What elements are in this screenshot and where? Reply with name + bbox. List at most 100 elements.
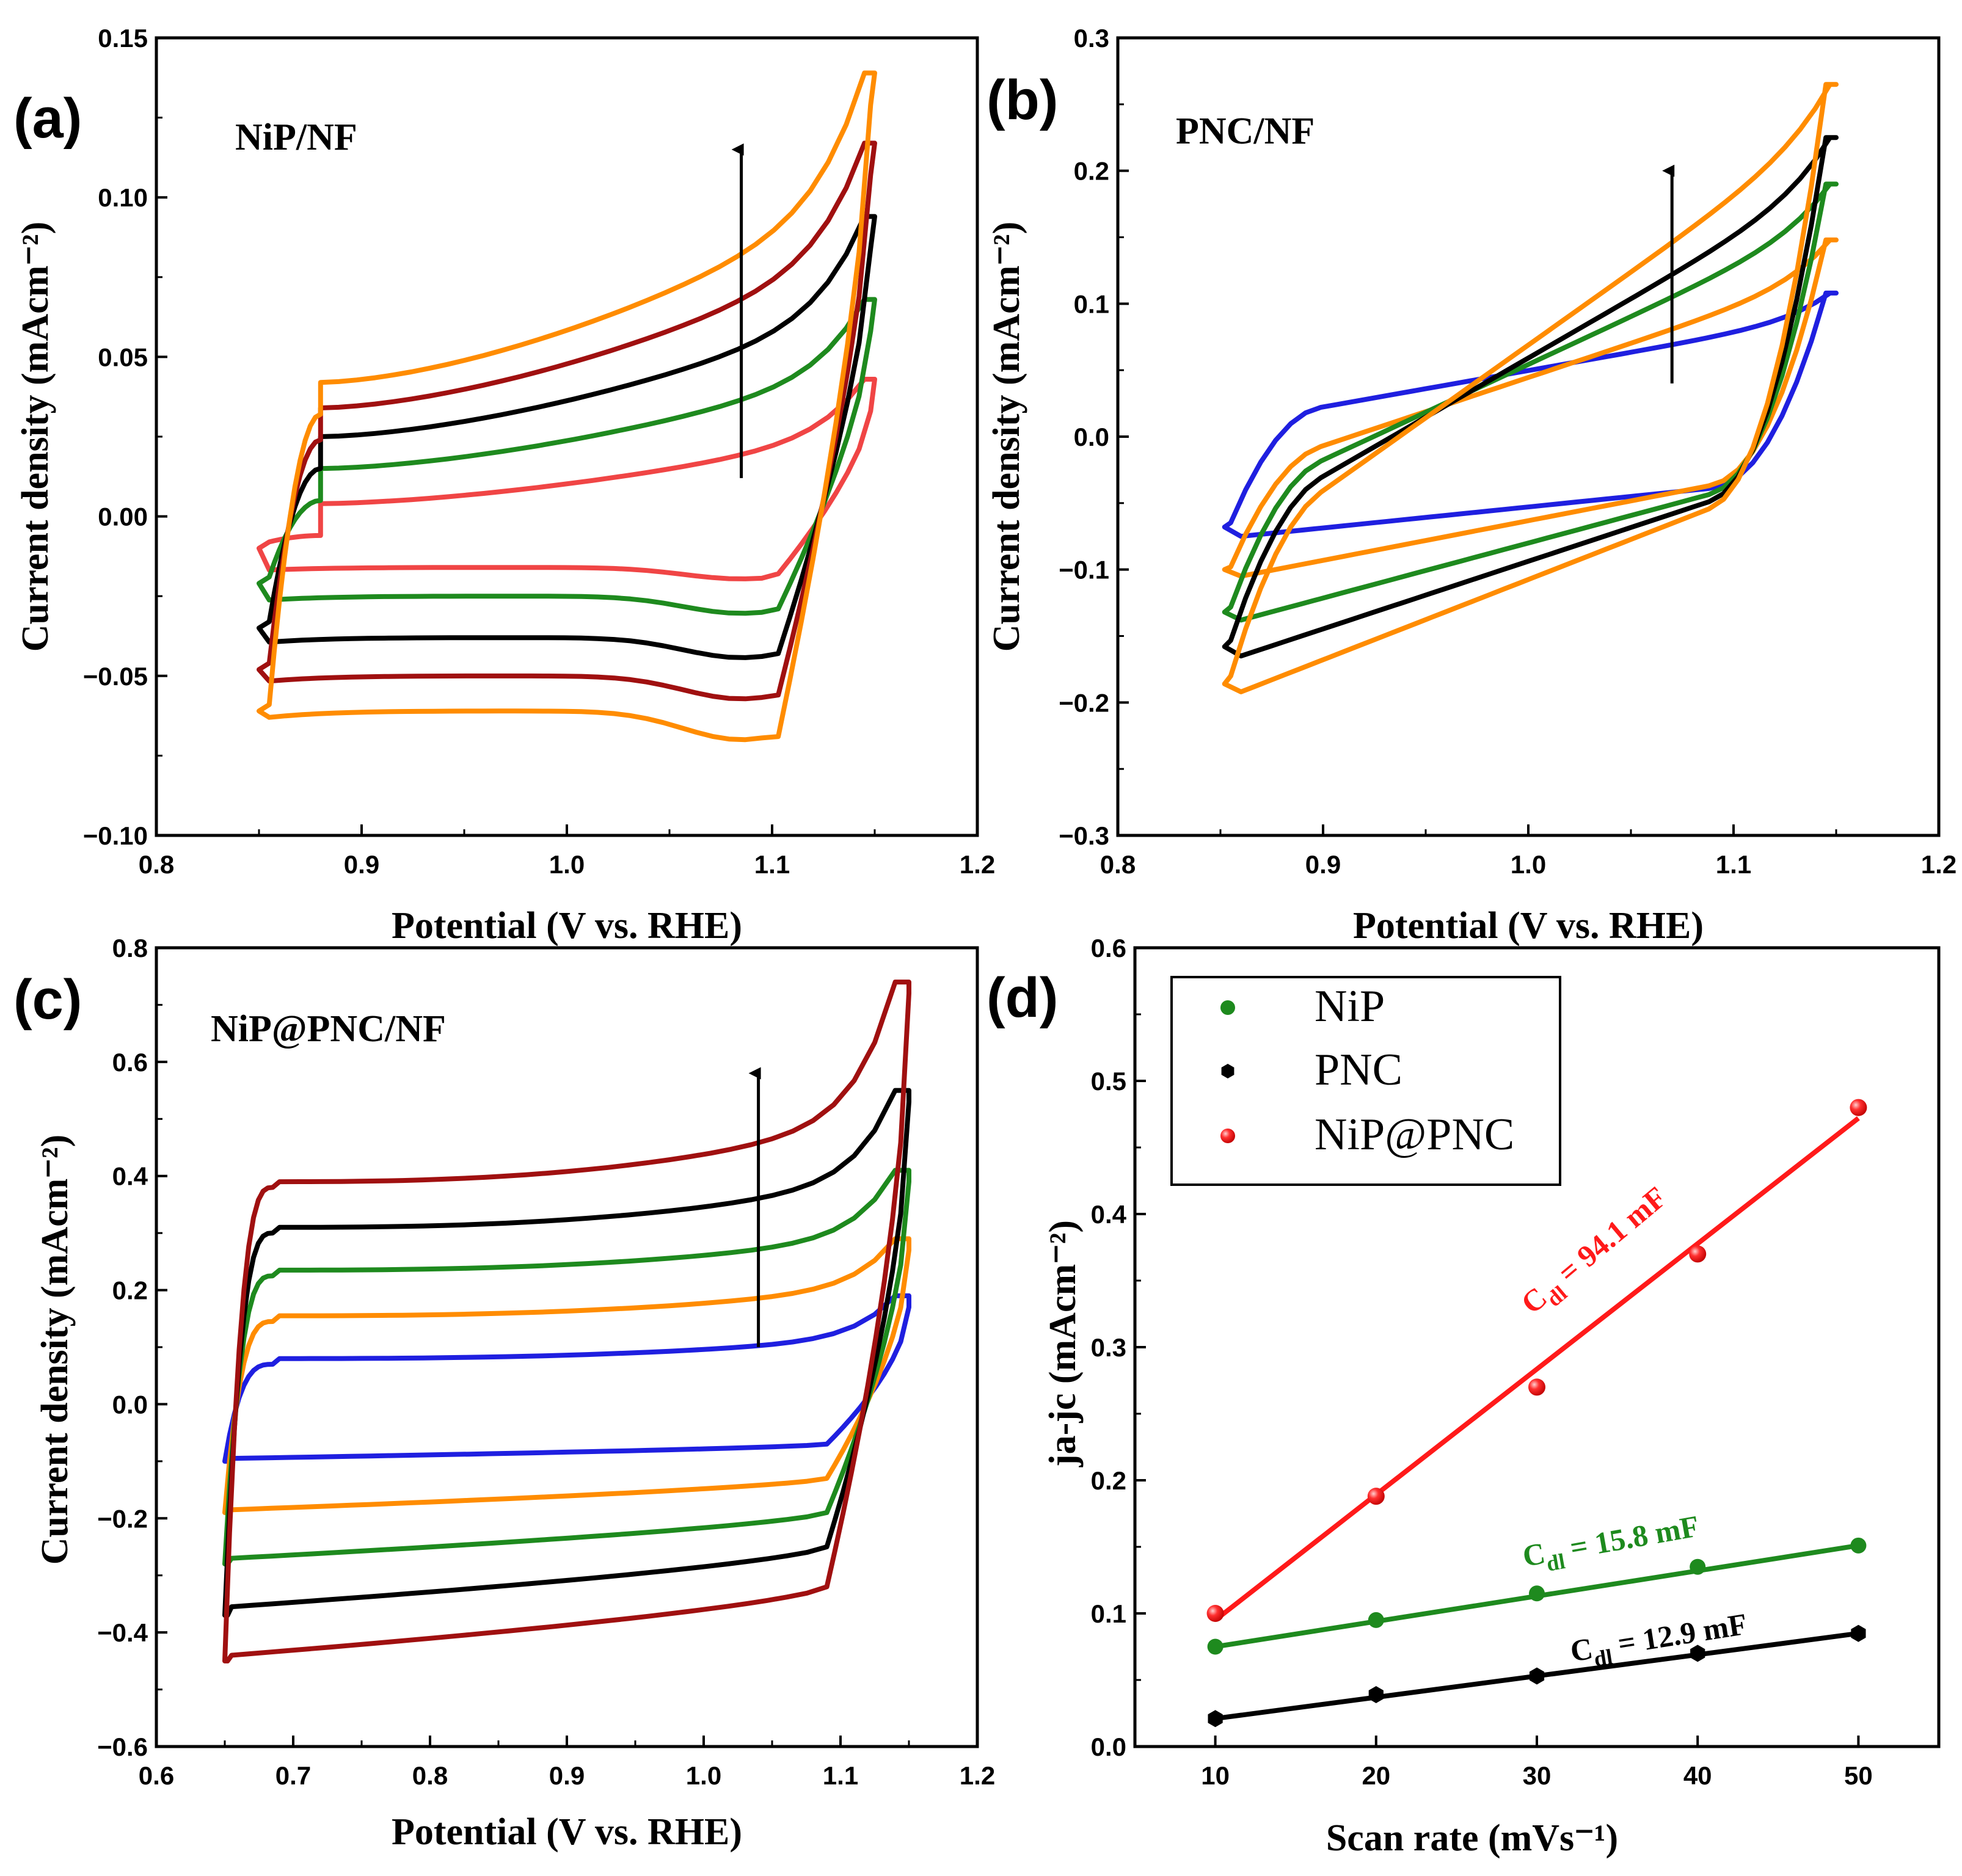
x-tick-label: 0.9: [1305, 850, 1341, 879]
x-tick-label: 1.0: [549, 850, 585, 879]
y-axis-label: ja-jc (mAcm⁻²): [1042, 1220, 1084, 1467]
data-point-nip: [1207, 1638, 1224, 1655]
data-point-nip: [1690, 1558, 1706, 1575]
panel-title: NiP@PNC/NF: [211, 1008, 446, 1050]
panel-title: NiP/NF: [235, 117, 357, 158]
y-axis-label: Current density (mAcm⁻²): [15, 222, 56, 652]
x-axis-label: Potential (V vs. RHE): [392, 1811, 742, 1853]
data-point-pnc: [1851, 1624, 1866, 1642]
legend-marker: [1220, 1000, 1235, 1015]
y-tick-label: 0.10: [98, 183, 148, 212]
data-point-nip: [1850, 1537, 1867, 1554]
x-tick-label: 1.1: [823, 1761, 858, 1790]
cdl-annotations: Cdl = 15.8 mF Cdl = 12.9 mF Cdl = 94.1 mF: [1514, 1180, 1751, 1675]
y-axis-label: Current density (mAcm⁻²): [34, 1135, 76, 1565]
y-tick-label: −0.2: [1059, 688, 1109, 717]
y-tick-label: 0.8: [112, 934, 148, 962]
x-tick-label: 0.9: [549, 1761, 585, 1790]
cv-curve-50-mV-s: [222, 980, 911, 1663]
x-axis-label: Potential (V vs. RHE): [392, 905, 742, 947]
panel-label: (a): [13, 87, 82, 150]
panel-label: (d): [986, 967, 1058, 1029]
x-tick-label: 0.6: [139, 1761, 174, 1790]
y-tick-label: 0.1: [1091, 1599, 1126, 1628]
legend-label: PNC: [1315, 1045, 1402, 1095]
legend-marker: [1220, 1129, 1235, 1143]
x-axis-label: Scan rate (mVs⁻¹): [1326, 1817, 1618, 1859]
y-tick-label: 0.2: [112, 1276, 148, 1305]
cdl-annotation-nip-at-pnc: Cdl = 94.1 mF: [1514, 1180, 1677, 1326]
cv-curve-30-mV-s: [1222, 181, 1839, 623]
cv-curve-30-mV-s: [257, 214, 877, 660]
cv-curve-40-mV-s: [222, 1088, 911, 1618]
cv-curve-10-mV-s: [257, 377, 877, 581]
y-tick-label: 0.0: [1074, 423, 1109, 451]
axis-ticks: 10 20 30 40 50 0.0 0.1 0.2 0.3 0.4 0.5 0.6: [1091, 934, 1873, 1790]
x-tick-label: 0.8: [139, 850, 174, 879]
legend: NiP PNC NiP@PNC: [1170, 976, 1561, 1186]
x-tick-label: 1.2: [960, 850, 995, 879]
cv-curve-10-mV-s: [1222, 290, 1839, 539]
legend-box: [1170, 976, 1561, 1186]
data-point-pnc: [1208, 1710, 1223, 1728]
data-point-nip: [1368, 1612, 1384, 1628]
axis-ticks: 0.6 0.7 0.8 0.9 1.0 1.1 1.2 −0.6 −0.4 −0.2 0.0 0.2 0…: [97, 934, 995, 1790]
y-tick-label: 0.0: [112, 1390, 148, 1419]
y-tick-label: 0.1: [1074, 289, 1109, 318]
axis-ticks: 0.8 0.9 1.0 1.1 1.2 −0.10 −0.05 0.00 0.05 0.10 0.1…: [83, 24, 995, 879]
x-tick-label: 0.8: [1100, 850, 1136, 879]
cv-curve-20-mV-s: [222, 1236, 911, 1515]
x-tick-label: 1.1: [1716, 850, 1751, 879]
y-tick-label: 0.3: [1091, 1333, 1126, 1362]
y-tick-label: 0.5: [1091, 1067, 1126, 1096]
panel-b: 0.8 0.9 1.0 1.1 1.2−0.3−0.2−0.10.00.10.20.3 …: [986, 24, 1957, 947]
y-tick-label: 0.6: [112, 1048, 148, 1077]
x-tick-label: 1.2: [1921, 850, 1957, 879]
cdl-annotation-pnc: Cdl = 12.9 mF: [1568, 1607, 1751, 1675]
panel-c: 0.6 0.7 0.8 0.9 1.0 1.1 1.2 −0.6 −0.4 −0.2 0.0 0.2 0…: [13, 934, 995, 1853]
data-point-pnc: [1690, 1645, 1705, 1662]
cv-curves: [1222, 82, 1839, 694]
x-tick-label: 1.0: [1511, 850, 1546, 879]
panel-d: 10 20 30 40 50 0.0 0.1 0.2 0.3 0.4 0.5 0.6 (d) Scan…: [986, 934, 1941, 1859]
x-tick-label: 0.9: [344, 850, 379, 879]
data-point-nip-at-pnc: [1206, 1605, 1224, 1622]
cv-curve-40-mV-s: [257, 140, 877, 702]
data-point-nip-at-pnc: [1850, 1099, 1867, 1116]
x-tick-label: 40: [1683, 1761, 1712, 1790]
x-tick-label: 0.7: [275, 1761, 311, 1790]
x-axis-label: Potential (V vs. RHE): [1353, 905, 1704, 947]
y-tick-label: −0.05: [83, 662, 148, 691]
axis-ticks: 0.8 0.9 1.0 1.1 1.2 −0.3 −0.2 −0.1 0.0 0.1 0.2 0.3: [1059, 24, 1957, 879]
y-tick-label: −0.6: [97, 1732, 148, 1761]
panel-label: (c): [13, 969, 82, 1031]
y-axis-label: Current density (mAcm⁻²): [986, 222, 1027, 652]
y-tick-label: −0.1: [1059, 556, 1109, 584]
cv-curves: [257, 70, 877, 743]
data-point-pnc: [1529, 1667, 1545, 1685]
cdl-annotation-nip: Cdl = 15.8 mF: [1520, 1508, 1702, 1580]
y-tick-label: 0.6: [1091, 934, 1126, 962]
fit-line-nip-at-pnc: [1214, 1116, 1860, 1623]
y-tick-label: 0.0: [1091, 1732, 1126, 1761]
legend-label: NiP@PNC: [1315, 1110, 1514, 1160]
x-tick-label: 0.8: [412, 1761, 448, 1790]
data-point-nip: [1529, 1585, 1545, 1602]
data-point-nip-at-pnc: [1367, 1488, 1385, 1505]
y-tick-label: −0.3: [1059, 821, 1109, 850]
y-tick-label: −0.4: [97, 1618, 148, 1647]
y-tick-label: −0.2: [97, 1504, 148, 1533]
cv-curve-50-mV-s: [1222, 82, 1839, 694]
scatter-series: [1206, 1099, 1867, 1728]
y-tick-label: 0.3: [1074, 24, 1109, 53]
x-tick-label: 50: [1844, 1761, 1873, 1790]
cv-curve-50-mV-s: [257, 70, 877, 743]
y-tick-label: −0.10: [83, 821, 148, 850]
panel-label: (b): [986, 69, 1058, 131]
y-tick-label: 0.2: [1074, 157, 1109, 186]
panel-a: 0.8 0.9 1.0 1.1 1.2 −0.10 −0.05 0.00 0.05 0.10 0.1…: [13, 24, 995, 947]
x-tick-label: 1.0: [686, 1761, 721, 1790]
cv-curve-10-mV-s: [222, 1293, 911, 1464]
y-tick-label: 0.4: [112, 1162, 148, 1191]
